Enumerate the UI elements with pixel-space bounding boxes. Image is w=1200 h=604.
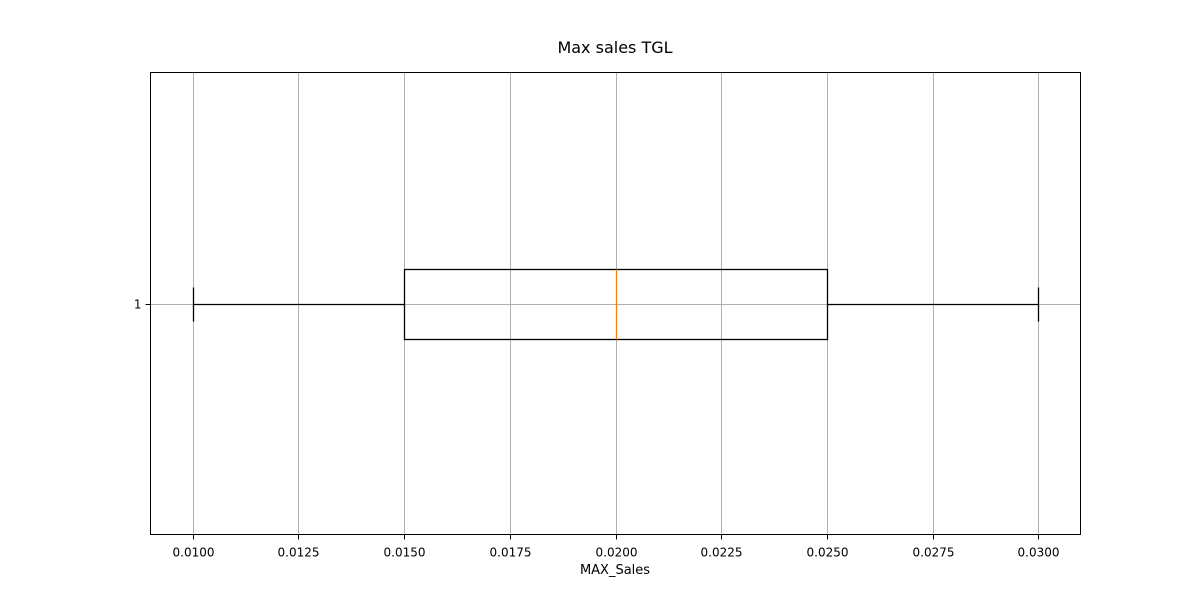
axis-ticks: 0.0100 0.0125 0.0150 0.0175 0.0200 0.0225 0.02… xyxy=(134,298,1060,560)
x-axis-label: MAX_Sales xyxy=(580,563,650,578)
box-group xyxy=(192,268,1040,341)
y-tick-label: 1 xyxy=(134,298,142,312)
x-tick-label: 0.0175 xyxy=(490,546,532,560)
x-tick-label: 0.0225 xyxy=(701,546,743,560)
x-tick-label: 0.0250 xyxy=(807,546,849,560)
x-tick-label: 0.0125 xyxy=(278,546,320,560)
x-tick-label: 0.0150 xyxy=(384,546,426,560)
chart-title: Max sales TGL xyxy=(557,38,672,57)
x-tick-label: 0.0275 xyxy=(913,546,955,560)
plot-frame xyxy=(150,72,1081,535)
x-tick-label: 0.0200 xyxy=(596,546,638,560)
x-tick-label: 0.0100 xyxy=(173,546,215,560)
x-tick-label: 0.0300 xyxy=(1018,546,1060,560)
